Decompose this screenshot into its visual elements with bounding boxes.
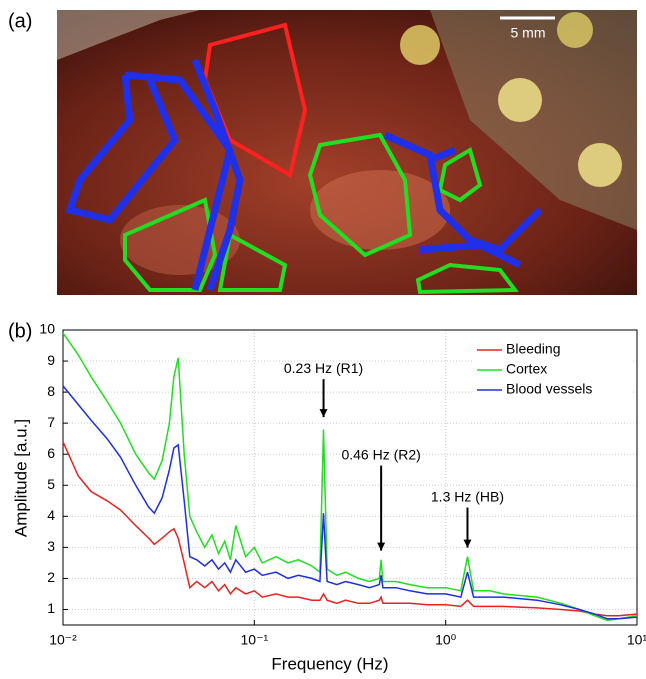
- x-axis-label: Frequency (Hz): [271, 654, 388, 673]
- x-tick-label: 10⁻²: [49, 632, 77, 648]
- panel-label: (a): [8, 10, 32, 32]
- y-tick-label: 3: [47, 538, 55, 554]
- arrow-head: [377, 542, 386, 551]
- arrow-head: [463, 539, 472, 548]
- plot-frame: [62, 329, 638, 626]
- annotation-label: 0.46 Hz (R2): [341, 446, 420, 462]
- x-tick-label: 10⁻¹: [241, 632, 269, 648]
- x-tick-label: 10⁰: [435, 632, 457, 648]
- annotation-label: 0.23 Hz (R1): [284, 360, 363, 376]
- series-line: [62, 441, 638, 617]
- photo: 5 mm: [57, 10, 637, 295]
- arrow-head: [319, 409, 328, 418]
- legend-label: Bleeding: [506, 341, 561, 357]
- y-tick-label: 4: [47, 507, 55, 523]
- legend-label: Cortex: [506, 361, 547, 377]
- y-tick-label: 10: [39, 321, 55, 337]
- y-tick-label: 9: [47, 352, 55, 368]
- y-tick-label: 8: [47, 383, 55, 399]
- series-line: [62, 385, 638, 620]
- series-line: [62, 332, 638, 622]
- panel-label: (b): [8, 320, 32, 342]
- legend-label: Blood vessels: [506, 381, 592, 397]
- y-tick-label: 7: [47, 414, 55, 430]
- y-tick-label: 2: [47, 569, 55, 585]
- y-tick-label: 1: [47, 600, 55, 616]
- y-tick-label: 6: [47, 445, 55, 461]
- y-tick-label: 5: [47, 476, 55, 492]
- x-tick-label: 10¹: [627, 632, 646, 648]
- scale-bar-label: 5 mm: [511, 25, 546, 41]
- annotation-label: 1.3 Hz (HB): [431, 488, 504, 504]
- y-axis-label: Amplitude [a.u.]: [11, 419, 30, 537]
